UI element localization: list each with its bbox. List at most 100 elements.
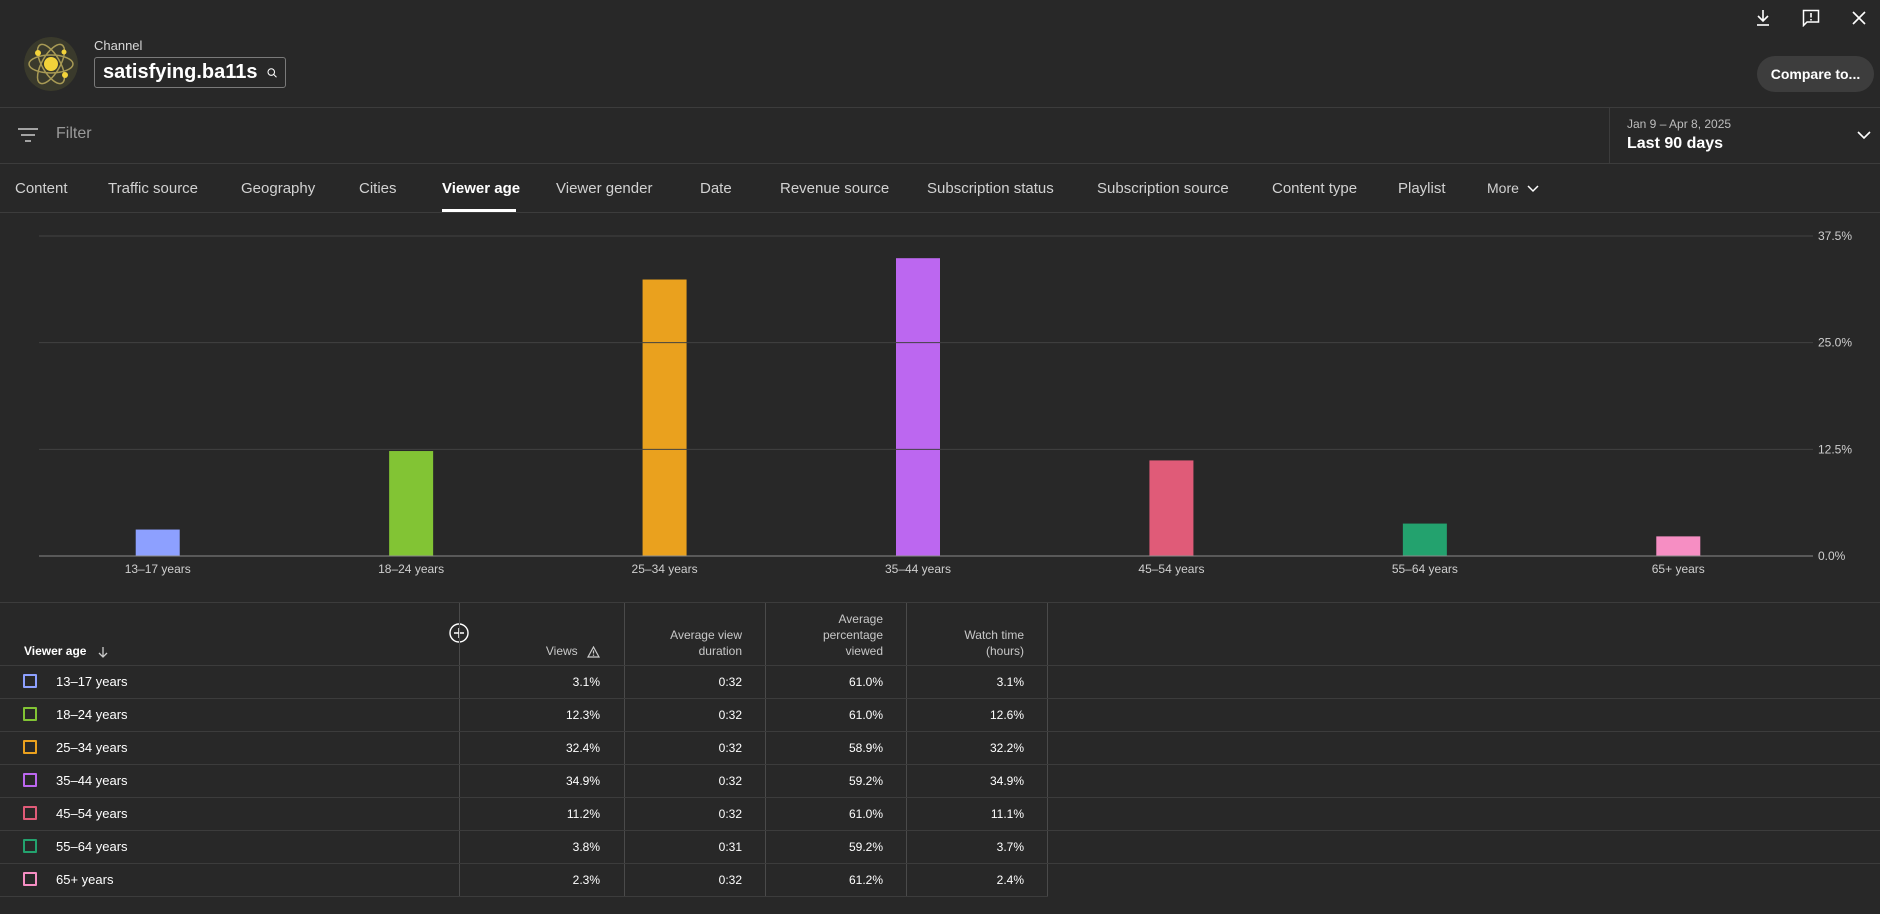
chevron-down-icon [1527, 185, 1539, 193]
series-toggle-checkbox[interactable] [23, 839, 37, 853]
header-line: duration [698, 644, 742, 658]
header-line: Average [838, 612, 883, 626]
compare-button[interactable]: Compare to... [1757, 56, 1874, 92]
date-range-picker[interactable]: Jan 9 – Apr 8, 2025 Last 90 days [1609, 108, 1880, 163]
cell-avg-percentage: 59.2% [848, 840, 883, 854]
tab-playlist[interactable]: Playlist [1398, 180, 1446, 197]
y-tick-label: 12.5% [1818, 442, 1852, 456]
bar[interactable] [896, 258, 940, 556]
header: Channel satisfying.ba11s Compare to... [0, 0, 1880, 107]
row-label: 25–34 years [56, 740, 128, 755]
cell-views: 3.8% [572, 840, 600, 854]
bar-chart: 0.0% 12.5% 25.0% 37.5% 13–17 years 18–24 year… [39, 229, 1852, 576]
tab-subscription-source[interactable]: Subscription source [1097, 180, 1229, 197]
feedback-icon[interactable] [1799, 6, 1823, 30]
table-row: 45–54 years 11.2% 0:32 61.0% 11.1% [0, 797, 1048, 830]
header-watch-time[interactable]: Watch time (hours) [924, 627, 1024, 659]
cell-views: 2.3% [572, 873, 600, 887]
row-label: 35–44 years [56, 773, 128, 788]
series-toggle-checkbox[interactable] [23, 740, 37, 754]
header-line: (hours) [985, 644, 1024, 658]
channel-name: satisfying.ba11s [103, 61, 258, 83]
header-line: Watch time [964, 628, 1024, 642]
series-toggle-checkbox[interactable] [23, 773, 37, 787]
row-label: 55–64 years [56, 839, 128, 854]
cell-watch-time: 32.2% [989, 741, 1024, 755]
header-line: Average view [670, 628, 742, 642]
cell-views: 34.9% [565, 774, 600, 788]
series-toggle-checkbox[interactable] [23, 707, 37, 721]
tab-cities[interactable]: Cities [359, 180, 397, 197]
row-divider [1048, 830, 1880, 831]
cell-avg-duration: 0:32 [718, 741, 742, 755]
x-tick-label: 13–17 years [125, 562, 191, 576]
header-views[interactable]: Views [520, 643, 601, 659]
header-viewer-age-label: Viewer age [24, 644, 87, 658]
row-divider [1048, 698, 1880, 699]
y-tick-label: 37.5% [1818, 229, 1852, 243]
bar[interactable] [1402, 523, 1447, 556]
cell-views: 12.3% [565, 708, 600, 722]
bar[interactable] [389, 451, 434, 556]
y-tick-label: 0.0% [1818, 549, 1846, 563]
table-row: 35–44 years 34.9% 0:32 59.2% 34.9% [0, 764, 1048, 797]
row-divider [1048, 665, 1880, 666]
column-divider [765, 603, 766, 897]
header-avg-view-duration[interactable]: Average view duration [642, 627, 742, 659]
tab-content[interactable]: Content [15, 180, 68, 197]
filter-bar: Jan 9 – Apr 8, 2025 Last 90 days [0, 107, 1880, 164]
header-viewer-age[interactable]: Viewer age [24, 643, 108, 659]
channel-selector[interactable]: satisfying.ba11s [94, 57, 286, 88]
bar[interactable] [642, 279, 687, 556]
tab-more-label: More [1487, 180, 1519, 196]
x-tick-label: 25–34 years [632, 562, 698, 576]
tab-content-type[interactable]: Content type [1272, 180, 1358, 197]
row-divider [1048, 764, 1880, 765]
tab-date[interactable]: Date [700, 180, 732, 197]
x-tick-label: 35–44 years [885, 562, 951, 576]
row-divider [1048, 731, 1880, 732]
table-row: 13–17 years 3.1% 0:32 61.0% 3.1% [0, 665, 1048, 698]
download-icon[interactable] [1751, 6, 1775, 30]
bar[interactable] [1149, 460, 1194, 556]
series-toggle-checkbox[interactable] [23, 872, 37, 886]
filter-input[interactable] [56, 125, 556, 143]
tab-traffic-source[interactable]: Traffic source [108, 180, 199, 197]
table-row: 55–64 years 3.8% 0:31 59.2% 3.7% [0, 830, 1048, 863]
series-toggle-checkbox[interactable] [23, 674, 37, 688]
row-label: 13–17 years [56, 674, 128, 689]
cell-views: 3.1% [572, 675, 600, 689]
cell-avg-duration: 0:31 [718, 840, 742, 854]
bar[interactable] [1656, 536, 1701, 556]
tab-viewer-gender[interactable]: Viewer gender [556, 180, 653, 197]
cell-avg-duration: 0:32 [718, 807, 742, 821]
cell-views: 32.4% [565, 741, 600, 755]
close-icon[interactable] [1847, 6, 1871, 30]
cell-avg-duration: 0:32 [718, 774, 742, 788]
cell-watch-time: 3.7% [996, 840, 1024, 854]
column-divider [906, 603, 907, 897]
tab-geography[interactable]: Geography [241, 180, 316, 197]
sort-down-icon[interactable] [98, 646, 108, 658]
series-toggle-checkbox[interactable] [23, 806, 37, 820]
date-range-label: Last 90 days [1627, 135, 1724, 152]
warning-icon [586, 645, 601, 658]
tab-revenue-source[interactable]: Revenue source [780, 180, 890, 197]
cell-avg-percentage: 61.2% [848, 873, 883, 887]
search-icon[interactable] [266, 65, 277, 81]
tab-viewer-age[interactable]: Viewer age [442, 180, 521, 197]
cell-avg-duration: 0:32 [718, 873, 742, 887]
channel-label: Channel [94, 38, 143, 53]
tab-more[interactable]: More [1487, 180, 1539, 196]
bar[interactable] [135, 529, 180, 556]
header-line: viewed [845, 644, 883, 658]
filter-icon[interactable] [18, 127, 38, 143]
column-divider [624, 603, 625, 897]
tab-subscription-status[interactable]: Subscription status [927, 180, 1054, 197]
channel-avatar[interactable] [24, 37, 78, 91]
cell-avg-percentage: 61.0% [848, 807, 883, 821]
cell-watch-time: 2.4% [996, 873, 1024, 887]
cell-views: 11.2% [566, 807, 600, 821]
chevron-down-icon [1857, 131, 1871, 140]
header-avg-percentage-viewed[interactable]: Average percentage viewed [783, 611, 883, 659]
